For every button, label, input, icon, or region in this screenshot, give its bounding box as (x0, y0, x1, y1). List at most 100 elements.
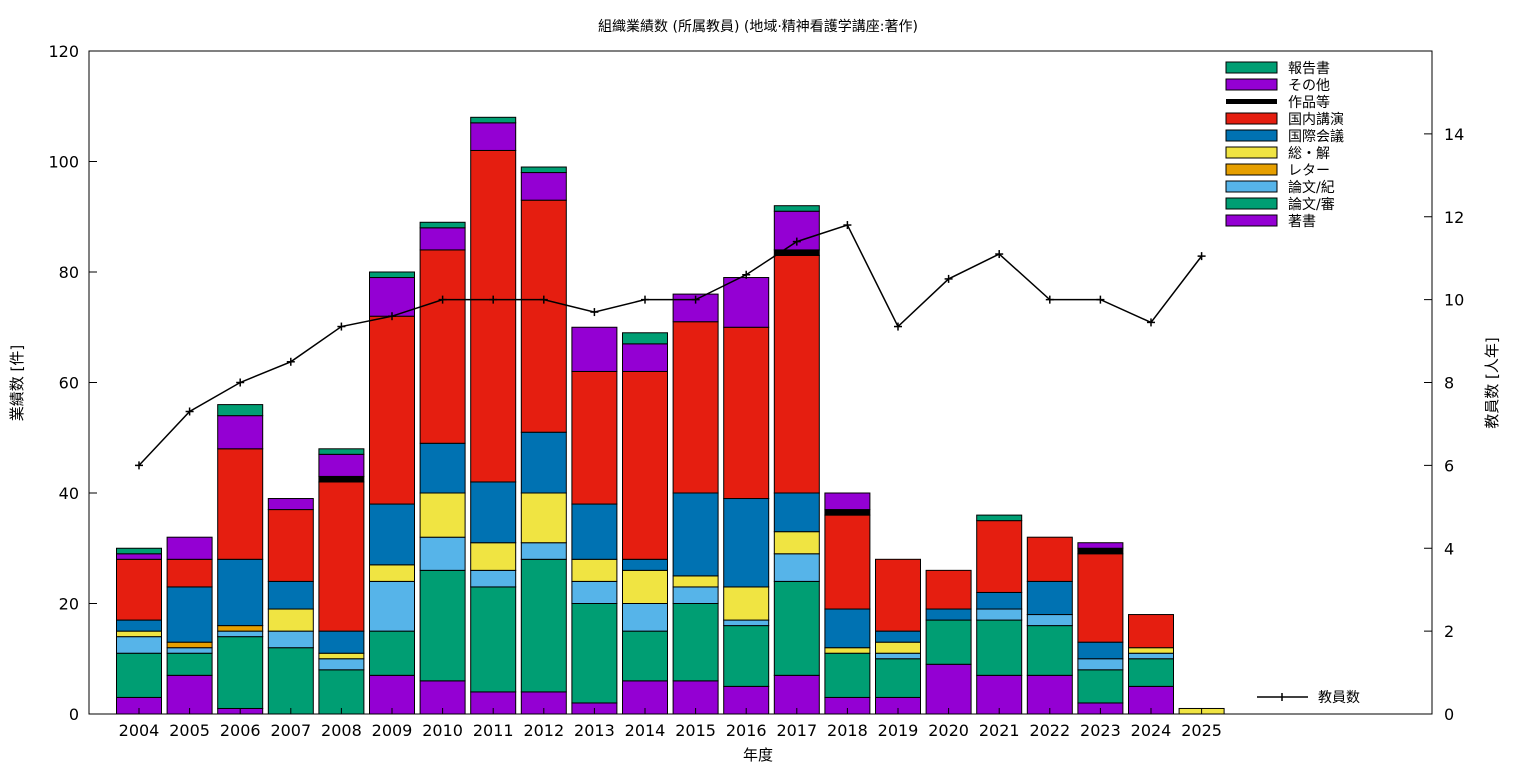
bar-2008-s4 (318, 652, 365, 660)
bar-2012-s1 (520, 558, 567, 693)
bar-2021-s6 (976, 520, 1023, 593)
bar-2010-s4 (419, 492, 466, 538)
bar-2015-s1 (672, 603, 719, 682)
bar-2016-s2 (723, 619, 770, 627)
bar-2005-s6 (166, 558, 213, 588)
y2-tick-label-0: 0 (1444, 705, 1454, 724)
bar-2010-s8 (419, 227, 466, 251)
y-tick-label-0: 0 (69, 705, 79, 724)
bar-2005-s8 (166, 536, 213, 560)
bar-2004-s8 (116, 553, 162, 560)
bar-2007-s8 (267, 498, 314, 511)
bar-2017-s4 (773, 531, 820, 555)
line-layer (135, 221, 1206, 470)
y-tick-label-20: 20 (59, 595, 79, 614)
line-point-2005 (185, 407, 194, 416)
bar-2023-s5 (1077, 641, 1124, 660)
bar-2008-s9 (318, 448, 365, 455)
bar-2019-s2 (875, 652, 921, 660)
bar-2017-s2 (773, 553, 820, 582)
bar-2012-s6 (520, 199, 567, 433)
x-tick-label-2023: 2023 (1080, 721, 1121, 740)
x-tick-label-2014: 2014 (625, 721, 666, 740)
bar-2004-s9 (116, 547, 162, 555)
bar-2009-s5 (369, 503, 415, 566)
line-point-2006 (236, 378, 245, 387)
bar-2010-s5 (419, 442, 466, 494)
line-point-2025 (1197, 252, 1206, 261)
bar-2011-s5 (470, 481, 517, 544)
x-tick-label-2004: 2004 (119, 721, 160, 740)
line-point-2016 (742, 270, 751, 279)
bar-2005-s0 (166, 674, 213, 715)
bar-2024-s6 (1128, 614, 1174, 649)
y2-tick-label-12: 12 (1444, 208, 1464, 227)
y2-tick-label-14: 14 (1444, 125, 1464, 144)
bar-2017-s9 (773, 205, 820, 212)
bar-2011-s1 (470, 586, 517, 693)
y2-tick-label-6: 6 (1444, 456, 1454, 475)
line-point-2015 (691, 295, 700, 304)
legend-label-5: 総・解 (1288, 146, 1330, 162)
legend-swatch-8 (1225, 197, 1278, 210)
bar-2021-s2 (976, 608, 1023, 621)
bar-2022-s0 (1026, 674, 1073, 715)
x-tick-label-2019: 2019 (878, 721, 919, 740)
line-point-2018 (843, 221, 852, 230)
legend-label-6: レター (1288, 163, 1330, 179)
legend-label-3: 国内講演 (1288, 112, 1344, 128)
legend-swatch-9 (1225, 214, 1278, 227)
bar-2018-s8 (824, 492, 871, 511)
line-point-2007 (286, 357, 295, 366)
bar-2011-s9 (470, 116, 517, 124)
bar-2015-s2 (672, 586, 719, 604)
bar-2006-s1 (217, 636, 264, 709)
bar-2008-s8 (318, 453, 365, 477)
bar-2020-s5 (925, 608, 972, 621)
legend-label-2: 作品等 (1288, 94, 1330, 111)
bar-2006-s3 (217, 625, 264, 632)
bar-2016-s1 (723, 625, 770, 687)
x-tick-label-2010: 2010 (422, 721, 463, 740)
bar-2012-s4 (520, 492, 567, 544)
bar-2014-s9 (622, 332, 668, 345)
bar-2005-s3 (166, 641, 213, 649)
legend-label-9: 著書 (1288, 214, 1316, 230)
x-tick-label-2022: 2022 (1029, 721, 1070, 740)
bar-2021-s0 (976, 674, 1023, 715)
y-tick-label-40: 40 (59, 484, 79, 503)
bar-2023-s6 (1077, 553, 1124, 643)
bar-2016-s6 (723, 326, 770, 500)
line-point-2021 (995, 250, 1004, 259)
bar-2009-s6 (369, 315, 415, 505)
bar-2023-s8 (1077, 542, 1124, 549)
bar-2017-s6 (773, 254, 820, 494)
x-tick-label-2017: 2017 (776, 721, 817, 740)
bar-2006-s2 (217, 630, 264, 638)
bar-2007-s1 (267, 647, 314, 715)
bar-2004-s1 (116, 652, 162, 698)
legend-label-7: 論文/紀 (1288, 180, 1335, 196)
y2-tick-label-4: 4 (1444, 539, 1454, 558)
bar-2024-s4 (1128, 647, 1174, 654)
bar-2011-s4 (470, 542, 517, 571)
bar-2010-s6 (419, 249, 466, 444)
bar-2021-s5 (976, 591, 1023, 610)
bar-2023-s1 (1077, 669, 1124, 704)
bar-2009-s4 (369, 564, 415, 582)
bar-2011-s2 (470, 569, 517, 588)
bar-2010-s9 (419, 221, 466, 229)
x-tick-label-2012: 2012 (523, 721, 564, 740)
bar-2018-s7 (824, 509, 871, 516)
bar-2021-s9 (976, 514, 1023, 522)
line-point-2013 (590, 308, 599, 317)
bar-2024-s1 (1128, 658, 1174, 687)
legend-swatch-3 (1225, 112, 1278, 125)
line-point-2004 (135, 461, 143, 470)
bar-2012-s5 (520, 431, 567, 494)
line-point-2020 (944, 274, 953, 283)
bar-2022-s1 (1026, 625, 1073, 676)
bar-2006-s9 (217, 404, 264, 417)
